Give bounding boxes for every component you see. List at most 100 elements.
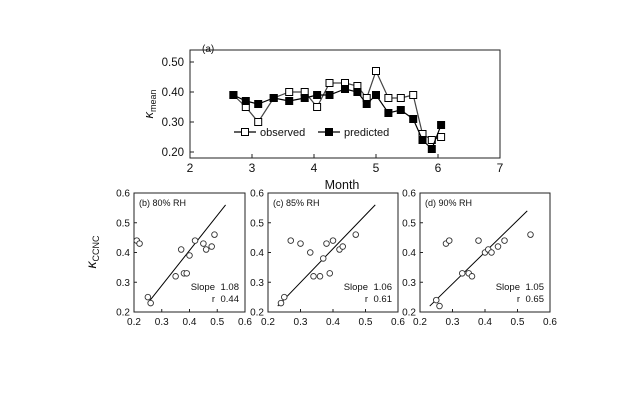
scatter-point <box>446 237 453 244</box>
slope-label: Slope <box>496 282 520 293</box>
r-value: 0.44 <box>221 294 240 305</box>
marker-predicted <box>325 91 334 99</box>
scatter-x-tick-label: 0.4 <box>183 317 197 328</box>
top-y-tick-label: 0.20 <box>162 147 184 159</box>
scatter-x-tick-label: 0.4 <box>478 317 492 328</box>
scatter-point <box>527 231 534 238</box>
r-label: r <box>517 294 520 305</box>
scatter-point <box>339 243 347 250</box>
slope-value: 1.05 <box>526 282 545 293</box>
scatter-x-tick-label: 0.3 <box>446 317 460 328</box>
scatter-point <box>468 273 476 280</box>
slope-label: Slope <box>344 282 368 293</box>
r-label: r <box>212 294 215 305</box>
slope-label: Slope <box>191 282 215 293</box>
marker-predicted <box>353 88 362 96</box>
scatter-point <box>323 240 330 247</box>
top-x-tick-label: 6 <box>435 161 442 175</box>
scatter-panel-label: (b) 80% RH <box>139 198 186 208</box>
scatter-point <box>281 293 288 301</box>
scatter-y-tick-label: 0.2 <box>402 308 416 319</box>
marker-predicted <box>341 85 349 93</box>
top-x-tick-label: 4 <box>311 161 318 175</box>
scatter-y-tick-label: 0.4 <box>250 248 264 259</box>
top-x-axis-label: Month <box>325 178 360 192</box>
marker-predicted <box>418 136 427 144</box>
scatter-point <box>352 231 360 238</box>
scatter-x-tick-label: 0.6 <box>238 317 252 328</box>
marker-observed <box>409 91 418 99</box>
top-x-tick-label: 5 <box>373 161 380 175</box>
scatter-point <box>211 231 218 238</box>
scatter-point <box>329 237 337 244</box>
scatter-x-tick-label: 0.5 <box>210 317 224 328</box>
marker-predicted <box>285 97 294 105</box>
top-y-tick-label: 0.30 <box>162 117 184 129</box>
scatter-y-tick-label: 0.5 <box>116 218 130 229</box>
scatter-panel-label: (d) 90% RH <box>425 198 472 208</box>
scatter-x-tick-label: 0.5 <box>511 317 525 328</box>
top-x-tick-label: 3 <box>249 161 256 175</box>
marker-predicted <box>427 145 436 153</box>
scatter-panel-b: 0.2 0.3 0.4 0.5 0.6 0.2 0.3 0.4 0.5 0.6 (b) 80% RH… <box>116 189 252 329</box>
scatter-y-tick-label: 0.3 <box>402 278 416 289</box>
scatter-point <box>459 270 466 277</box>
scatter-point <box>144 293 152 301</box>
scatter-panel-c: 0.2 0.3 0.4 0.5 0.6 0.2 0.3 0.4 0.5 0.6 (c) 85% RH… <box>250 189 405 329</box>
legend-marker-predicted <box>325 128 333 136</box>
scatter-point <box>200 240 207 247</box>
scatter-y-tick-label: 0.3 <box>116 278 130 289</box>
scatter-point <box>475 237 482 244</box>
scatter-point <box>436 302 443 310</box>
regression-line <box>277 204 376 307</box>
scatter-point <box>277 299 285 307</box>
scatter-y-tick-label: 0.6 <box>402 189 416 200</box>
scatter-point <box>307 249 314 256</box>
scatter-y-tick-label: 0.2 <box>116 308 130 319</box>
r-value: 0.61 <box>374 294 393 305</box>
marker-predicted <box>437 121 446 129</box>
marker-observed <box>313 103 322 111</box>
scatter-x-tick-label: 0.3 <box>155 317 169 328</box>
scatter-y-tick-label: 0.4 <box>402 248 416 259</box>
scatter-point <box>202 246 210 253</box>
scatter-point <box>494 243 502 250</box>
marker-predicted <box>241 97 250 105</box>
marker-predicted <box>300 94 309 102</box>
scatter-y-tick-label: 0.4 <box>116 248 130 259</box>
scatter-y-tick-label: 0.2 <box>250 308 264 319</box>
r-label: r <box>365 294 368 305</box>
marker-predicted <box>229 91 238 99</box>
marker-observed <box>325 79 334 87</box>
scatter-point <box>287 237 295 244</box>
marker-predicted <box>313 91 322 99</box>
scatter-x-tick-label: 0.5 <box>359 317 373 328</box>
scatter-x-tick-label: 0.6 <box>543 317 557 328</box>
marker-predicted <box>372 91 380 99</box>
shared-ylabel: κCCNC <box>83 235 101 268</box>
scatter-point <box>183 270 190 277</box>
scatter-point <box>297 240 304 247</box>
scatter-point <box>136 240 143 247</box>
scatter-point <box>433 296 440 304</box>
scatter-point <box>310 273 317 280</box>
marker-predicted <box>384 109 393 117</box>
top-y-tick-label: 0.40 <box>162 87 184 99</box>
marker-observed <box>254 118 263 126</box>
shared-y-axis-label: κCCNC <box>83 235 101 268</box>
scatter-point <box>186 252 193 259</box>
scatter-panel-label: (c) 85% RH <box>273 198 320 208</box>
marker-observed <box>437 133 446 141</box>
scatter-panel-d: 0.2 0.3 0.4 0.5 0.6 0.2 0.3 0.4 0.5 0.6 (d) 90% RH… <box>402 189 557 329</box>
top-panel: 2 3 4 5 6 7 0.20 0.30 0.40 0.50 Month κmean (a) obser… <box>141 44 504 192</box>
top-y-axis-label: κmean <box>141 89 158 118</box>
scatter-y-tick-label: 0.3 <box>250 278 264 289</box>
slope-value: 1.06 <box>374 282 393 293</box>
scatter-x-tick-label: 0.4 <box>326 317 340 328</box>
scatter-point <box>501 237 508 244</box>
slope-value: 1.08 <box>221 282 240 293</box>
scatter-y-tick-label: 0.6 <box>250 189 264 200</box>
scatter-point <box>177 246 185 253</box>
marker-predicted <box>362 100 371 108</box>
marker-predicted <box>254 100 263 108</box>
